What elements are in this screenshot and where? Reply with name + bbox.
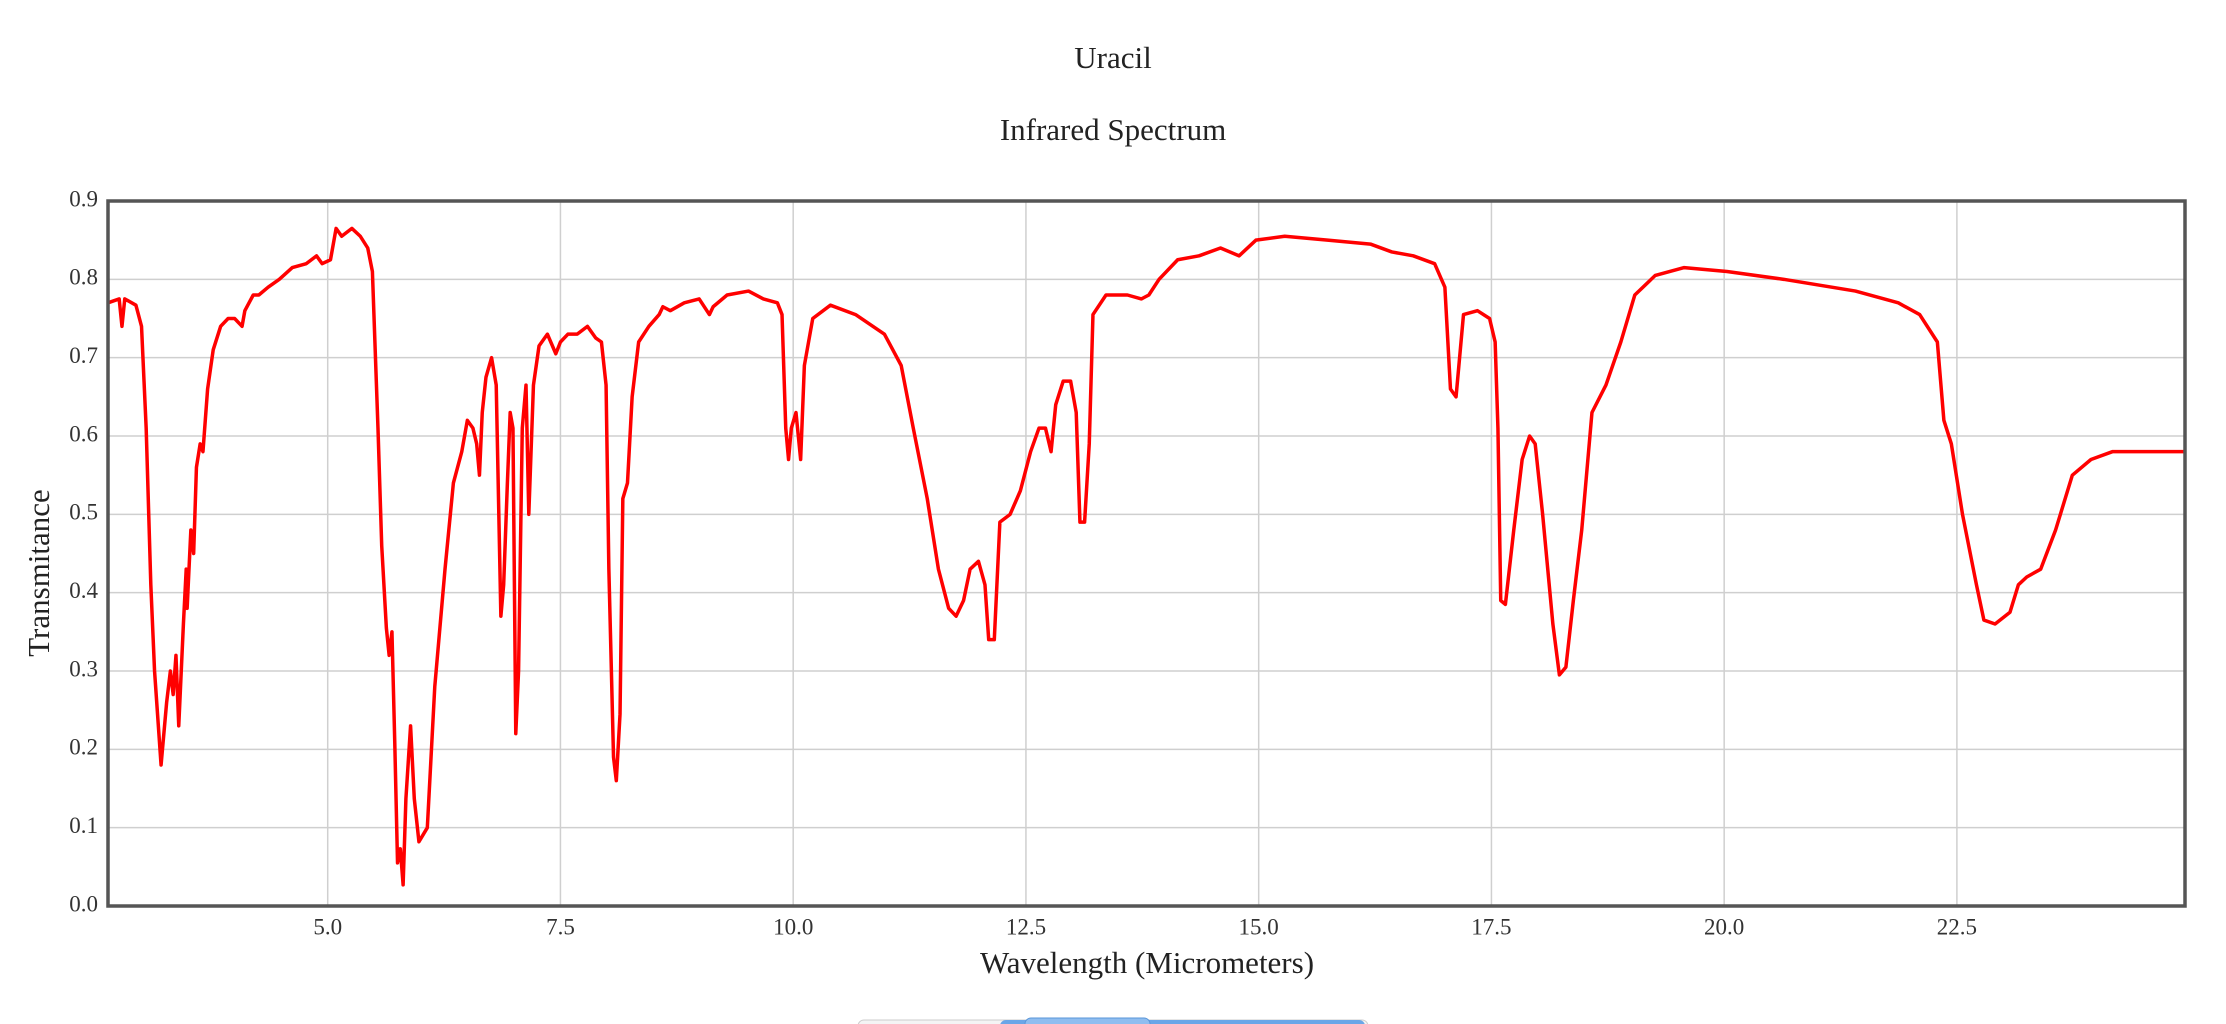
x-tick-label: 10.0 — [773, 914, 813, 939]
y-tick-label: 0.7 — [69, 343, 98, 368]
x-tick-label: 12.5 — [1006, 914, 1046, 939]
y-tick-label: 0.0 — [69, 891, 98, 916]
y-tick-label: 0.8 — [69, 265, 98, 290]
y-axis-label: Transmitance — [21, 489, 56, 657]
y-tick-label: 0.1 — [69, 813, 98, 838]
y-tick-label: 0.9 — [69, 186, 98, 211]
y-tick-label: 0.5 — [69, 500, 98, 525]
spectrum-line — [107, 226, 2185, 887]
plot-frame — [106, 199, 2187, 908]
y-tick-label: 0.2 — [69, 735, 98, 760]
x-axis-label: Wavelength (Micrometers) — [980, 945, 1314, 980]
y-tick-label: 0.4 — [69, 578, 98, 603]
x-tick-label: 22.5 — [1937, 914, 1977, 939]
chart-subtitle: Infrared Spectrum — [1000, 112, 1226, 147]
y-tick-label: 0.3 — [69, 656, 98, 681]
x-tick-label: 17.5 — [1471, 914, 1511, 939]
slider-handle[interactable] — [1024, 1017, 1151, 1024]
y-tick-label: 0.6 — [69, 421, 98, 446]
x-tick-label: 20.0 — [1704, 914, 1744, 939]
chart-title: Uracil — [1074, 40, 1151, 75]
x-tick-label: 15.0 — [1239, 914, 1279, 939]
x-tick-label: 5.0 — [313, 914, 342, 939]
range-slider[interactable] — [857, 1017, 1369, 1024]
x-tick-label: 7.5 — [546, 914, 575, 939]
